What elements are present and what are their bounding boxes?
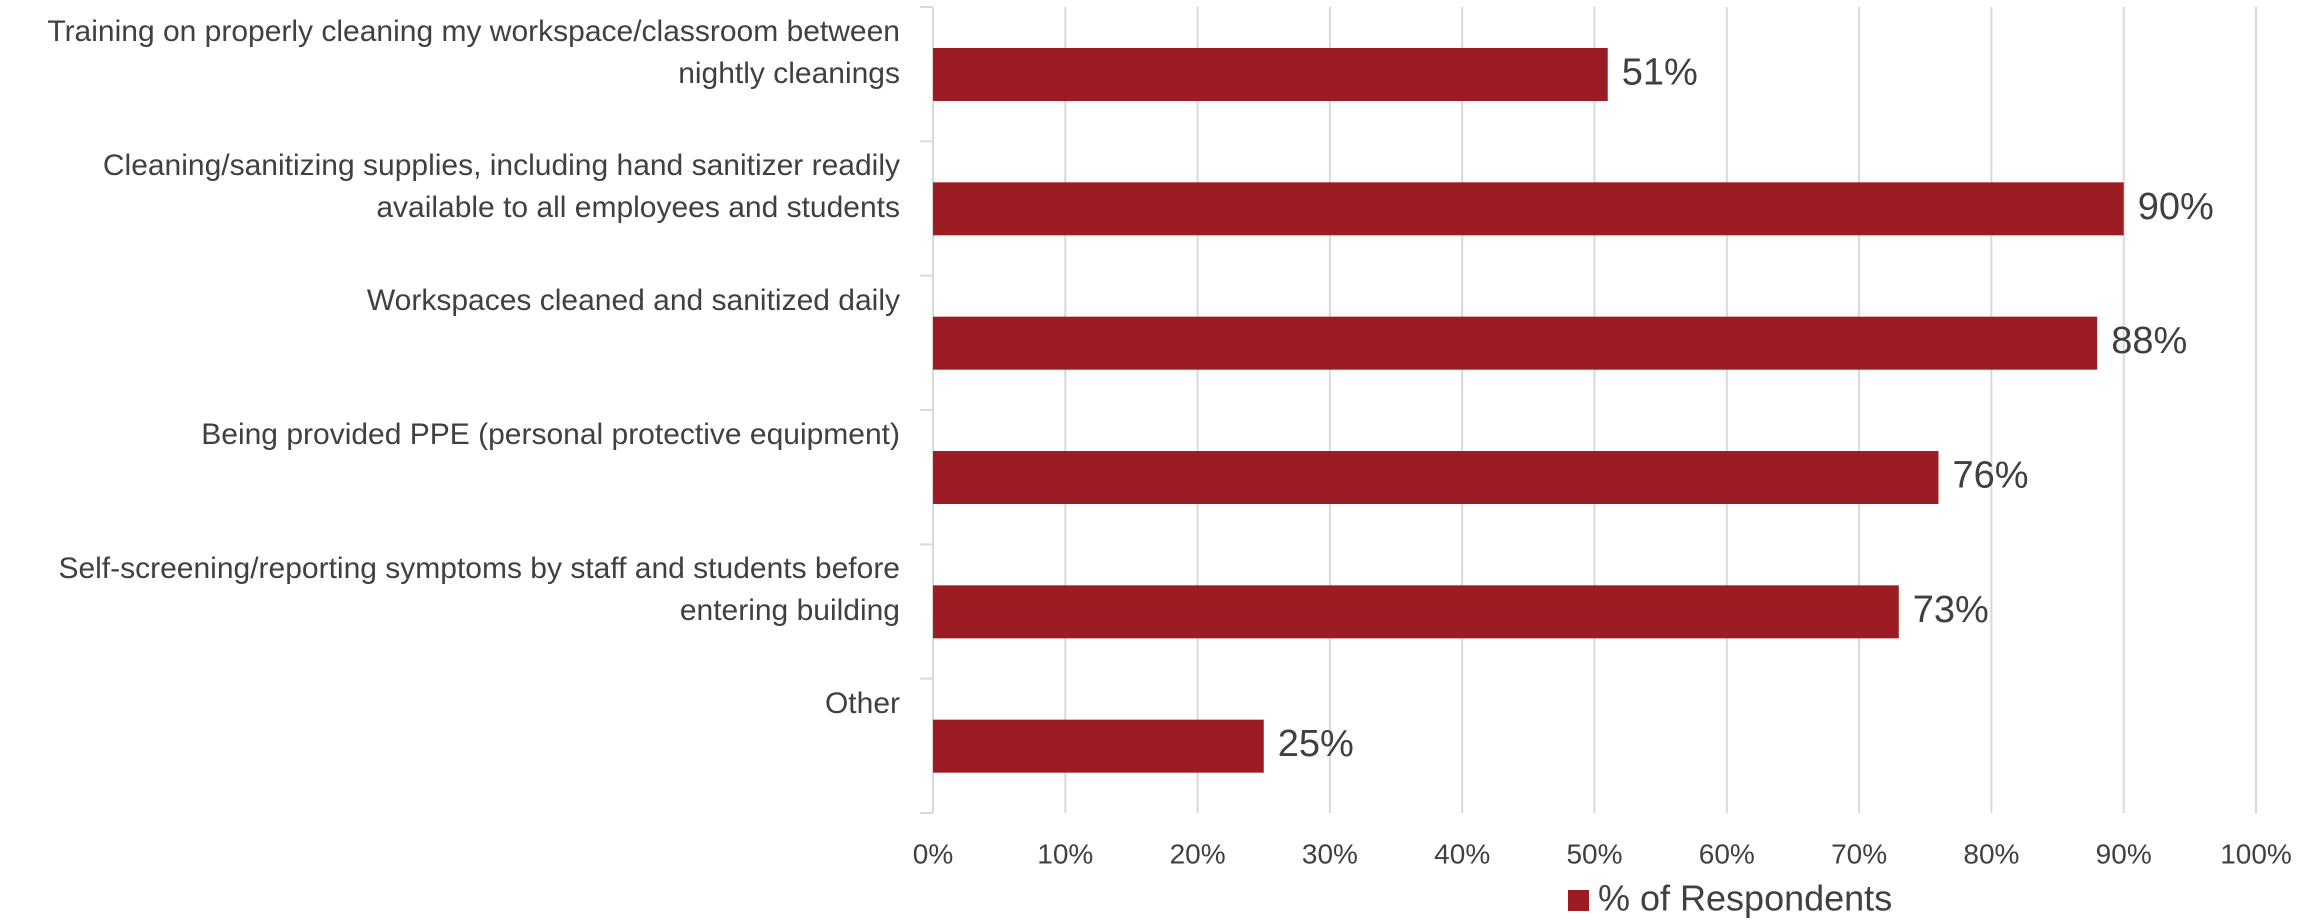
- category-label: Self-screening/reporting symptoms by sta…: [58, 552, 900, 628]
- legend-label: % of Respondents: [1598, 878, 1892, 919]
- x-tick-label: 70%: [1831, 838, 1887, 869]
- x-tick-label: 40%: [1434, 838, 1490, 869]
- bar: [933, 182, 2124, 236]
- value-label: 88%: [2111, 320, 2187, 362]
- x-tick-label: 50%: [1566, 838, 1622, 869]
- x-tick-label: 20%: [1170, 838, 1226, 869]
- category-label: Training on properly cleaning my workspa…: [47, 15, 900, 90]
- legend-swatch: [1568, 890, 1589, 911]
- x-tick-label: 30%: [1302, 838, 1358, 869]
- x-tick-label: 90%: [2096, 838, 2152, 869]
- bar: [933, 48, 1608, 101]
- value-label: 90%: [2138, 186, 2214, 228]
- category-label: Being provided PPE (personal protective …: [201, 418, 900, 451]
- bar: [933, 451, 1939, 504]
- x-tick-label: 100%: [2220, 838, 2292, 869]
- bar: [933, 316, 2098, 370]
- value-label: 76%: [1952, 455, 2028, 497]
- value-label: 51%: [1622, 52, 1698, 94]
- bar: [933, 585, 1899, 639]
- x-tick-label: 0%: [913, 838, 953, 869]
- category-label: Other: [824, 686, 900, 720]
- bar: [933, 719, 1264, 773]
- x-tick-label: 10%: [1037, 838, 1093, 869]
- category-label: Workspaces cleaned and sanitized daily: [366, 283, 900, 317]
- value-label: 25%: [1278, 723, 1354, 765]
- category-label: Cleaning/sanitizing supplies, including …: [102, 149, 900, 225]
- x-tick-label: 80%: [1963, 838, 2019, 869]
- value-label: 73%: [1913, 589, 1989, 631]
- x-tick-label: 60%: [1699, 838, 1755, 869]
